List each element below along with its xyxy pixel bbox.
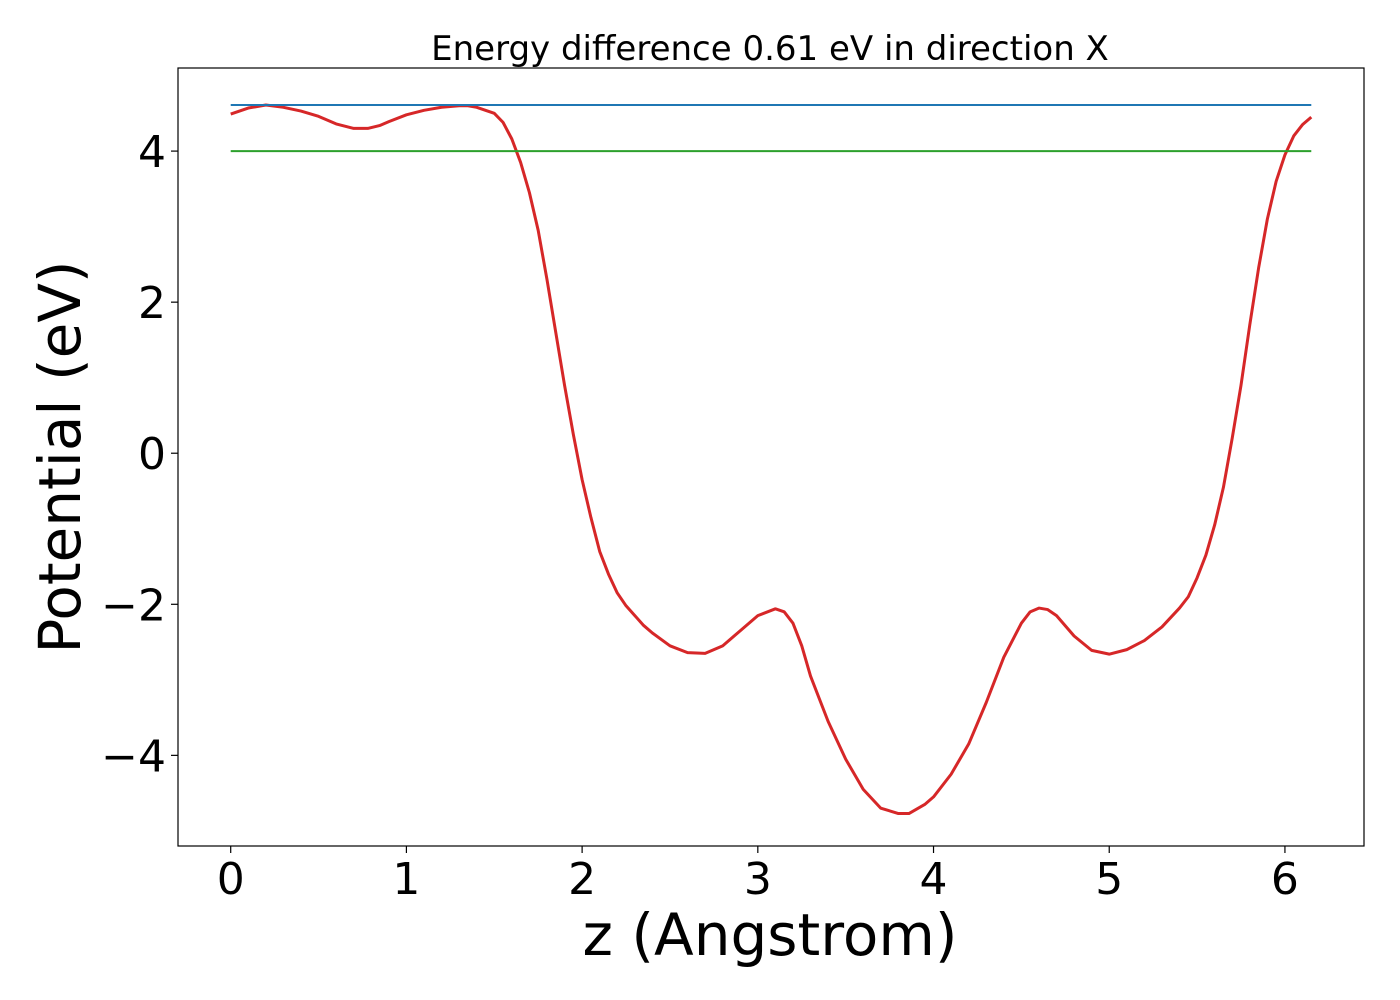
y-axis-label: Potential (eV)	[26, 260, 94, 653]
x-tick-label: 0	[217, 854, 245, 905]
x-axis-label: z (Angstrom)	[583, 901, 958, 969]
chart-title: Energy difference 0.61 eV in direction X	[431, 29, 1109, 69]
x-tick-label: 5	[1095, 854, 1123, 905]
x-tick-label: 6	[1271, 854, 1299, 905]
y-tick-label: 2	[138, 278, 166, 329]
x-tick-label: 1	[392, 854, 420, 905]
plot-frame	[177, 67, 1365, 847]
x-tick-label: 2	[568, 854, 596, 905]
x-axis-ticks: 0 1 2 3 4 5 6	[217, 846, 1299, 905]
y-tick-label: 4	[138, 127, 166, 178]
y-tick-label: −2	[101, 580, 166, 631]
y-tick-label: 0	[138, 429, 166, 480]
y-tick-label: −4	[101, 731, 166, 782]
x-tick-label: 3	[744, 854, 772, 905]
x-tick-label: 4	[920, 854, 948, 905]
potential-line	[230, 103, 1313, 816]
y-axis-ticks: −4 −2 0 2 4	[101, 127, 178, 782]
series-layer	[230, 103, 1313, 816]
